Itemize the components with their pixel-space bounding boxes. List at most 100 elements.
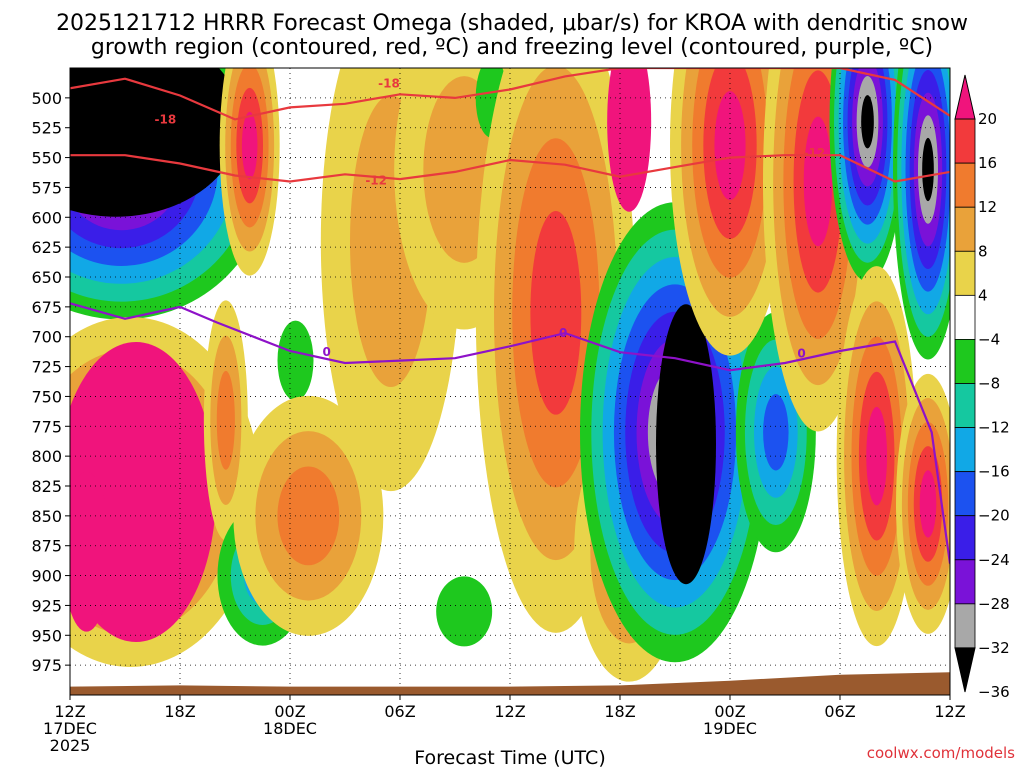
colorbar-swatch-13 xyxy=(954,647,976,693)
colorbar-swatch-11 xyxy=(954,559,976,605)
colorbar-label-10: −24 xyxy=(978,551,1010,569)
x-tick-label-36-0: 00Z xyxy=(714,702,745,721)
x-tick-label-0-0: 12Z xyxy=(54,702,85,721)
x-tick-label-6-0: 18Z xyxy=(164,702,195,721)
colorbar-swatch-10 xyxy=(954,515,976,561)
colorbar-label-7: −12 xyxy=(978,419,1010,437)
dgz-minus12-contour xyxy=(70,154,950,183)
omega-descent-upper-00z-ring-4 xyxy=(714,91,746,201)
y-tick-label-650: 650 xyxy=(31,268,62,287)
omega-ascent-far-right-ring-7 xyxy=(922,137,934,202)
x-tick-label-0-1: 17DEC xyxy=(43,719,97,738)
colorbar-swatch-9 xyxy=(954,471,976,517)
colorbar: 20 16 12 8 4 −4 −8 −12 −16 −20 −24 −28 −32 −36 xyxy=(954,74,1010,701)
colorbar-swatch-1 xyxy=(954,118,976,164)
dgz-minus18-contour xyxy=(70,68,950,121)
omega-ascent-right-upper-ring-7 xyxy=(861,95,874,149)
colorbar-swatch-4 xyxy=(954,250,976,296)
y-tick-label-500: 500 xyxy=(31,89,62,108)
contour-layer: -18 -18 -12 -12 0 0 0 xyxy=(70,68,950,564)
x-tick-label-24-0: 12Z xyxy=(494,702,525,721)
y-tick-label-675: 675 xyxy=(31,298,62,317)
x-tick-label-0-2: 2025 xyxy=(50,736,91,755)
chart-title-line-2: growth region (contoured, red, ºC) and f… xyxy=(91,35,933,60)
y-tick-label-600: 600 xyxy=(31,208,62,227)
y-tick-label-625: 625 xyxy=(31,238,62,257)
y-tick-label-700: 700 xyxy=(31,328,62,347)
freezing-label-b: 0 xyxy=(559,326,567,340)
omega-descent-far-right-low-ring-4 xyxy=(919,470,937,538)
x-tick-label-30-0: 18Z xyxy=(604,702,635,721)
omega-descent-00z-low-ring-2 xyxy=(277,466,340,566)
plot-area: -18 -18 -12 -12 0 0 0 xyxy=(70,68,950,695)
dgz-label-18-b: -18 xyxy=(378,77,400,91)
omega-descent-upper-04z-ring-4 xyxy=(803,116,833,247)
terrain-fill xyxy=(70,672,950,695)
x-tick-label-12-0: 00Z xyxy=(274,702,305,721)
y-tick-label-975: 975 xyxy=(31,656,62,675)
colorbar-label-5: −4 xyxy=(978,330,1000,348)
omega-descent-15z-ring-3 xyxy=(530,211,582,415)
x-tick-label-36-1: 19DEC xyxy=(703,719,757,738)
colorbar-label-3: 8 xyxy=(978,242,988,260)
colorbar-swatch-2 xyxy=(954,162,976,208)
y-tick-label-775: 775 xyxy=(31,417,62,436)
colorbar-swatch-6 xyxy=(954,339,976,384)
y-tick-label-925: 925 xyxy=(31,596,62,615)
omega-ascent-deep-black xyxy=(656,304,716,585)
y-axis: 500 525 550 575 600 625 650 675 700 725 750 775 800 8… xyxy=(31,89,70,675)
credit-text: coolwx.com/models xyxy=(867,744,1015,762)
colorbar-label-0: 20 xyxy=(978,110,997,128)
omega-ascent-green-00z xyxy=(277,320,314,401)
y-tick-label-525: 525 xyxy=(31,119,62,138)
freezing-level-contour xyxy=(70,302,950,564)
x-tick-label-18-0: 06Z xyxy=(384,702,415,721)
chart-title-line-1: 2025121712 HRRR Forecast Omega (shaded, … xyxy=(56,11,968,36)
colorbar-swatch-7 xyxy=(954,383,976,428)
x-axis-label: Forecast Time (UTC) xyxy=(414,747,605,768)
omega-descent-column-22z-ring-4 xyxy=(241,111,258,180)
colorbar-label-11: −28 xyxy=(978,595,1010,613)
colorbar-label-8: −16 xyxy=(978,463,1010,481)
colorbar-swatch-5 xyxy=(954,294,976,340)
y-tick-label-900: 900 xyxy=(31,567,62,586)
y-tick-label-950: 950 xyxy=(31,626,62,645)
y-tick-label-750: 750 xyxy=(31,387,62,406)
omega-shading-layer xyxy=(70,68,950,682)
colorbar-label-6: −8 xyxy=(978,375,1000,393)
colorbar-label-4: 4 xyxy=(978,286,988,304)
omega-ascent-green-09z xyxy=(436,576,493,647)
colorbar-label-1: 16 xyxy=(978,154,997,172)
colorbar-swatch-3 xyxy=(954,206,976,252)
colorbar-swatch-8 xyxy=(954,427,976,473)
omega-descent-left-edge xyxy=(70,471,111,632)
colorbar-label-13: −36 xyxy=(978,683,1010,701)
colorbar-label-12: −32 xyxy=(978,639,1010,657)
colorbar-label-2: 12 xyxy=(978,198,997,216)
y-tick-label-575: 575 xyxy=(31,178,62,197)
omega-ascent-upper-left-core xyxy=(70,68,241,217)
y-tick-label-725: 725 xyxy=(31,358,62,377)
y-tick-label-550: 550 xyxy=(31,149,62,168)
colorbar-label-9: −20 xyxy=(978,507,1010,525)
omega-descent-right-low-ring-4 xyxy=(866,406,888,506)
dgz-label-12-b: -12 xyxy=(803,146,825,160)
grid-lines xyxy=(70,68,950,695)
y-tick-label-800: 800 xyxy=(31,447,62,466)
omega-descent-20z-ring-2 xyxy=(216,370,235,470)
dgz-label-18-a: -18 xyxy=(154,112,176,126)
omega-ascent-03z-ring-3 xyxy=(763,394,789,471)
colorbar-swatch-12 xyxy=(954,603,976,649)
colorbar-swatch-0 xyxy=(954,74,976,120)
y-tick-label-850: 850 xyxy=(31,507,62,526)
x-tick-label-42-0: 06Z xyxy=(824,702,855,721)
freezing-label-c: 0 xyxy=(797,346,805,360)
freezing-label-a: 0 xyxy=(322,345,330,359)
x-tick-label-48-0: 12Z xyxy=(934,702,965,721)
dgz-label-12-a: -12 xyxy=(365,173,387,187)
x-tick-label-12-1: 18DEC xyxy=(263,719,317,738)
y-tick-label-875: 875 xyxy=(31,537,62,556)
y-tick-label-825: 825 xyxy=(31,477,62,496)
